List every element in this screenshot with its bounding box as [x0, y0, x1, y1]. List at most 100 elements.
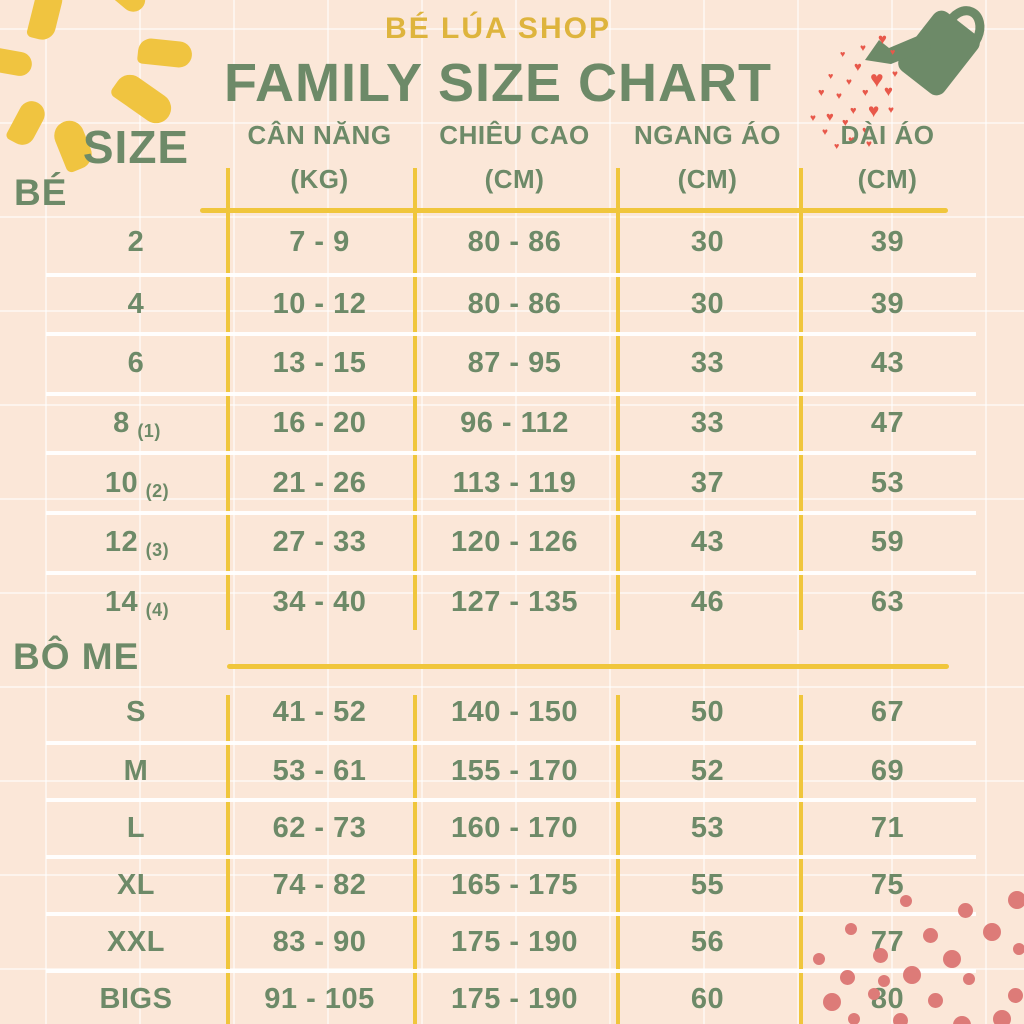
cell-height: 113 - 119 [452, 466, 577, 499]
table-row: 10 (2) 21 - 26 113 - 119 37 53 [46, 451, 976, 511]
cell-size: BIGS [99, 983, 173, 1015]
parents-size-table: S 41 - 52 140 - 150 50 67 M 53 - 61 155 - 170 52… [46, 684, 976, 1024]
cell-chest: 52 [690, 755, 725, 787]
cell-chest: 30 [690, 287, 725, 320]
section-label-parents: BÔ ME [13, 636, 140, 677]
cell-length: 63 [870, 585, 905, 618]
size-note: (2) [140, 480, 170, 501]
heart-icon: ♥ [878, 31, 887, 48]
heart-icon: ♥ [822, 127, 828, 138]
cell-size: S [126, 696, 146, 728]
cell-weight: 62 - 73 [272, 812, 367, 844]
pink-dot [983, 923, 1001, 941]
cell-weight: 13 - 15 [272, 347, 367, 380]
cell-height: 140 - 150 [450, 696, 579, 728]
heart-icon: ♥ [818, 87, 825, 99]
title-block: BÉ LÚA SHOP FAMILY SIZE CHART [0, 12, 1010, 114]
cell-chest: 37 [690, 466, 725, 499]
heart-spray-icon: ♥ ♥ ♥ ♥ ♥ ♥ ♥ ♥ ♥ ♥ ♥ ♥ ♥ ♥ ♥ ♥ ♥ ♥ ♥ ♥ ♥ ♥ ♥ ♥ [798, 26, 914, 160]
cell-weight: 10 - 12 [272, 287, 367, 320]
cell-weight: 7 - 9 [289, 226, 350, 259]
cell-chest: 50 [690, 696, 725, 728]
cell-length: 71 [870, 812, 905, 844]
cell-size: 12 (3) [104, 526, 170, 561]
table-row: 2 7 - 9 80 - 86 30 39 [46, 213, 976, 273]
cell-size: 8 (1) [113, 407, 161, 442]
shop-name: BÉ LÚA SHOP [385, 12, 611, 45]
heart-icon: ♥ [834, 141, 840, 151]
cell-length: 80 [870, 983, 905, 1015]
column-header-length: DÀI ÁO (CM) [840, 120, 935, 194]
table-row: S 41 - 52 140 - 150 50 67 [46, 684, 976, 741]
cell-chest: 43 [690, 526, 725, 559]
cell-length: 75 [870, 869, 905, 901]
cell-weight: 41 - 52 [272, 696, 367, 728]
column-divider [226, 168, 230, 630]
table-row: L 62 - 73 160 - 170 53 71 [46, 798, 976, 855]
column-divider [413, 695, 417, 1024]
heart-icon: ♥ [846, 77, 852, 88]
table-row: 8 (1) 16 - 20 96 - 112 33 47 [46, 391, 976, 452]
cell-height: 80 - 86 [467, 287, 562, 320]
cell-chest: 33 [690, 347, 725, 380]
parents-header-rule [227, 664, 949, 669]
cell-height: 175 - 190 [450, 926, 579, 958]
heart-icon: ♥ [892, 69, 898, 80]
cell-length: 43 [870, 347, 905, 380]
heart-icon: ♥ [826, 109, 834, 124]
cell-weight: 91 - 105 [264, 983, 375, 1015]
pink-dot [1013, 943, 1024, 955]
table-row: 12 (3) 27 - 33 120 - 126 43 59 [46, 510, 976, 571]
cell-length: 39 [870, 226, 905, 259]
table-row: 6 13 - 15 87 - 95 33 43 [46, 332, 976, 392]
cell-weight: 16 - 20 [272, 407, 367, 440]
column-divider [616, 695, 620, 1024]
heart-icon: ♥ [810, 113, 816, 124]
cell-weight: 34 - 40 [272, 585, 367, 618]
cell-chest: 55 [690, 869, 725, 901]
cell-height: 96 - 112 [460, 407, 569, 440]
heart-icon: ♥ [848, 133, 856, 147]
heart-icon: ♥ [828, 71, 834, 81]
cell-length: 69 [870, 755, 905, 787]
table-header: SIZE CÂN NĂNG (KG) CHIÊU CAO (CM) NGANG … [46, 120, 976, 195]
cell-weight: 74 - 82 [272, 869, 367, 901]
heart-icon: ♥ [884, 83, 893, 100]
heart-icon: ♥ [888, 105, 894, 116]
cell-weight: 83 - 90 [272, 926, 367, 958]
cell-height: 165 - 175 [450, 869, 579, 901]
kids-header-rule [200, 208, 948, 213]
cell-size: 10 (2) [104, 466, 170, 501]
heart-icon: ♥ [890, 47, 896, 57]
heart-icon: ♥ [840, 49, 846, 59]
pink-dot [1008, 891, 1024, 909]
cell-size: XXL [107, 926, 165, 958]
cell-weight: 27 - 33 [272, 526, 367, 559]
table-row: M 53 - 61 155 - 170 52 69 [46, 741, 976, 798]
heart-icon: ♥ [850, 105, 857, 117]
cell-length: 47 [870, 407, 905, 440]
cell-height: 120 - 126 [450, 526, 579, 559]
cell-weight: 21 - 26 [272, 466, 367, 499]
column-header-chest: NGANG ÁO (CM) [634, 120, 781, 194]
heart-icon: ♥ [860, 43, 866, 54]
cell-height: 80 - 86 [467, 226, 562, 259]
cell-length: 53 [870, 466, 905, 499]
heart-icon: ♥ [870, 66, 884, 92]
kids-size-table: 2 7 - 9 80 - 86 30 39 4 10 - 12 80 - 86 30 39 6 13 … [46, 213, 976, 630]
cell-chest: 56 [690, 926, 725, 958]
heart-icon: ♥ [866, 139, 872, 150]
size-note: (1) [131, 421, 161, 442]
page-title: FAMILY SIZE CHART [223, 53, 773, 113]
table-row: 4 10 - 12 80 - 86 30 39 [46, 272, 976, 333]
cell-height: 87 - 95 [467, 347, 562, 380]
heart-icon: ♥ [842, 117, 849, 129]
size-note: (3) [140, 540, 170, 561]
watering-can-icon [853, 0, 1005, 122]
heart-icon: ♥ [862, 123, 870, 138]
column-divider [799, 695, 803, 1024]
cell-chest: 60 [690, 983, 725, 1015]
heart-icon: ♥ [868, 101, 880, 122]
cell-weight: 53 - 61 [272, 755, 367, 787]
cell-chest: 46 [690, 585, 725, 618]
